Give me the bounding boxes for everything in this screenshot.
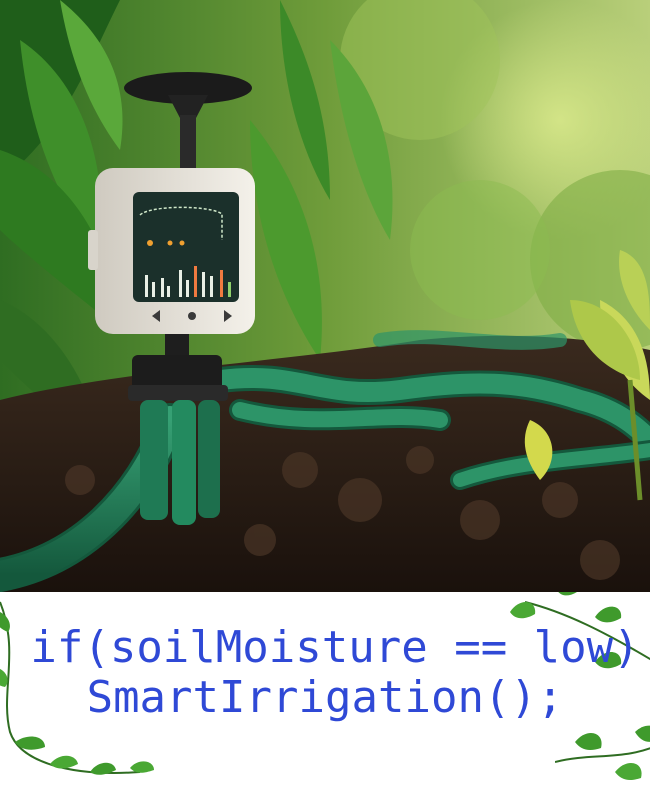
moisture-sensor-device	[88, 72, 255, 525]
right-plant	[524, 250, 650, 501]
garden-photo	[0, 0, 650, 592]
code-line-call: SmartIrrigation();	[86, 672, 564, 723]
vine-bottom-right-icon	[555, 725, 650, 780]
irrigation-hoses	[0, 330, 650, 592]
screen-bars	[145, 266, 231, 297]
vine-right-icon	[510, 592, 650, 669]
device-button-left-icon	[152, 310, 160, 322]
device-button-right-icon	[224, 310, 232, 322]
caption-panel: if(soilMoisture == low) SmartIrrigation(…	[0, 592, 650, 800]
vine-left-icon	[0, 601, 154, 775]
garden-scene	[0, 0, 650, 592]
device-button-center-icon	[188, 312, 196, 320]
solar-cap	[124, 72, 252, 104]
left-plants	[0, 0, 393, 440]
code-line-condition: if(soilMoisture == low)	[30, 622, 640, 673]
device-screen	[133, 192, 239, 302]
